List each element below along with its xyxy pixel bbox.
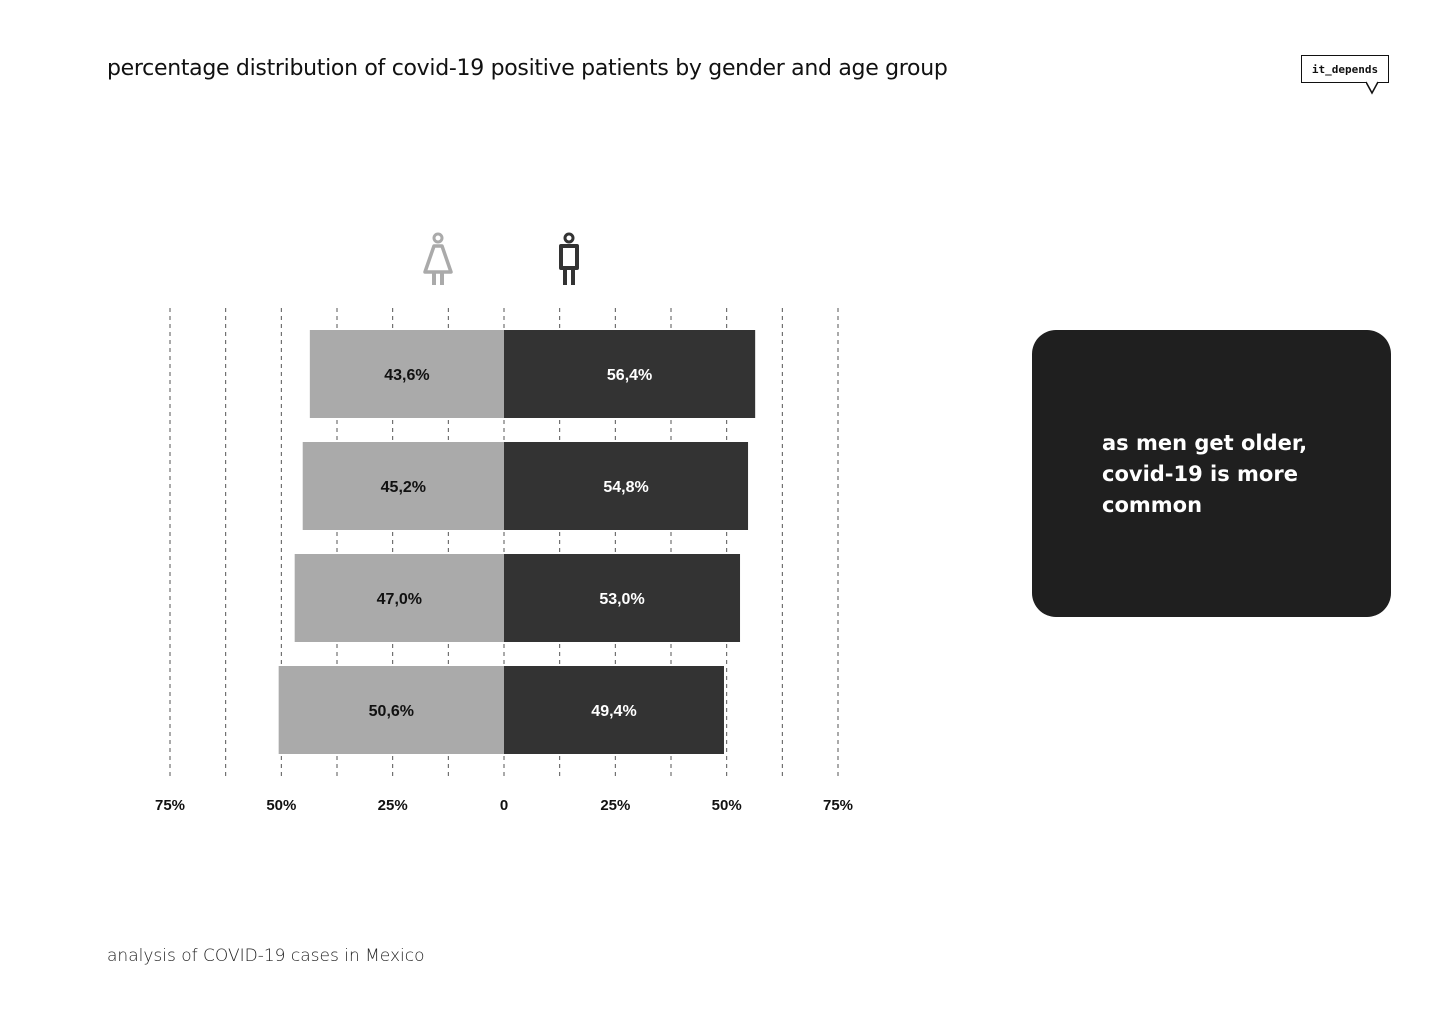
speech-bubble-tail-icon bbox=[1366, 81, 1379, 95]
x-tick-label: 50% bbox=[266, 797, 296, 814]
female-icon bbox=[423, 232, 453, 285]
female-bar bbox=[294, 554, 504, 642]
male-icon bbox=[559, 232, 579, 285]
callout-line: common bbox=[1102, 493, 1203, 517]
chart-title: percentage distribution of covid-19 posi… bbox=[107, 56, 948, 81]
male-value-label: 49,4% bbox=[591, 703, 636, 720]
callout-line: as men get older, bbox=[1102, 431, 1308, 455]
female-value-label: 43,6% bbox=[384, 367, 429, 384]
x-tick-label: 25% bbox=[378, 797, 408, 814]
male-bar bbox=[504, 666, 724, 754]
x-tick-label: 25% bbox=[600, 797, 630, 814]
x-tick-label: 75% bbox=[823, 797, 853, 814]
male-value-label: 54,8% bbox=[603, 479, 648, 496]
diverging-bar-chart: 43,6% 45,2% 47,0% 50,6% 56,4% 54,8% 53,0% 49,4%… bbox=[155, 232, 853, 814]
callout-text: as men get older, covid-19 is more commo… bbox=[1102, 428, 1321, 521]
male-bar bbox=[504, 554, 741, 642]
female-bar bbox=[278, 666, 504, 754]
male-bar bbox=[504, 330, 756, 418]
x-tick-label: 75% bbox=[155, 797, 185, 814]
female-value-label: 45,2% bbox=[381, 479, 426, 496]
female-value-label: 50,6% bbox=[369, 703, 414, 720]
brand-label: it_depends bbox=[1311, 62, 1379, 76]
male-value-label: 53,0% bbox=[599, 591, 644, 608]
insight-callout: as men get older, covid-19 is more commo… bbox=[1032, 330, 1391, 617]
female-value-label: 47,0% bbox=[377, 591, 422, 608]
male-value-label: 56,4% bbox=[607, 367, 652, 384]
x-tick-label: 0 bbox=[500, 797, 508, 814]
footer-caption: analysis of COVID-19 cases in Mexico bbox=[107, 946, 425, 966]
callout-line: covid-19 is more bbox=[1102, 462, 1298, 486]
female-bar bbox=[302, 442, 504, 530]
x-tick-label: 50% bbox=[712, 797, 742, 814]
female-bar bbox=[309, 330, 504, 418]
brand-logo: it_depends bbox=[1301, 55, 1389, 83]
male-bar bbox=[504, 442, 749, 530]
